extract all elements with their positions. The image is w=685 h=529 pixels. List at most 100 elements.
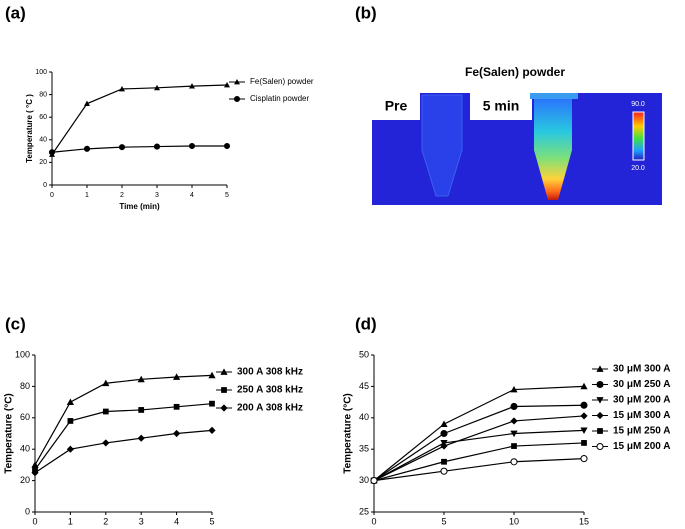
marker [597,428,603,434]
marker [138,407,145,413]
marker [173,403,180,410]
marker [440,420,448,427]
marker [102,379,110,387]
x-tick-label: 5 [441,516,446,526]
marker [67,418,74,424]
x-tick-label: 0 [50,192,54,199]
series-line [51,145,227,153]
marker [233,95,241,103]
marker [596,365,604,372]
marker [220,368,228,375]
marker [510,385,518,393]
marker [581,440,587,446]
panel-letter: (b) [355,3,377,22]
legend-label: Fe(Salen) powder [250,77,314,86]
y-tick-label: 0 [43,182,47,189]
marker [510,430,518,438]
x-tick-label: 2 [103,516,108,526]
y-tick-label: 45 [359,381,369,391]
x-tick-label: 10 [509,516,519,526]
marker [596,442,604,451]
marker [370,477,378,485]
marker [173,429,181,438]
x-tick-label: 15 [579,516,589,526]
panel-letter: (a) [5,3,26,22]
series-line [373,404,585,482]
y-axis-label: Temperature (°C) [4,393,15,474]
marker [510,458,518,466]
y-tick-label: 40 [39,137,47,144]
marker [208,371,216,379]
marker [580,382,588,390]
marker [153,143,161,150]
marker [440,442,448,450]
panel-letter: (d) [355,314,377,333]
legend-label: 200 A 308 kHz [237,403,303,414]
y-axis-label: Temperature (°C) [343,393,354,474]
y-tick-label: 50 [359,349,369,359]
x-tick-label: 4 [190,192,194,199]
series-line [34,403,213,470]
x-tick-label: 4 [174,516,179,526]
y-tick-label: 40 [20,444,30,454]
series-line [373,442,585,482]
x-tick-label: 0 [32,516,37,526]
marker [48,149,56,156]
marker [66,445,74,453]
marker [84,100,90,107]
marker [137,434,145,442]
legend-label: 250 A 308 kHz [237,385,303,396]
x-tick-label: 3 [139,516,144,526]
series-line [51,84,228,155]
marker [209,400,215,407]
y-tick-label: 60 [20,412,30,422]
y-axis-label: Temperature ( °C ) [25,94,34,163]
marker [118,144,126,151]
legend-label: 30 μM 300 A [613,364,670,375]
marker [66,398,74,405]
marker [208,426,216,434]
x-tick-label: 2 [120,192,124,199]
x-tick-label: 1 [68,516,73,526]
marker [102,408,109,415]
marker [580,427,588,434]
marker [580,455,588,463]
series-line [373,415,585,482]
y-tick-label: 60 [39,114,47,121]
legend-label: 15 μM 300 A [613,410,670,421]
y-tick-label: 20 [20,475,30,485]
panel-label: Pre [385,98,408,114]
y-tick-label: 20 [39,159,47,166]
image-title: Fe(Salen) powder [465,65,565,79]
marker [596,380,604,389]
legend-label: 300 A 308 kHz [237,367,303,378]
marker [221,387,227,393]
x-axis-label: Time (min) [119,202,160,211]
x-tick-label: 3 [155,192,159,199]
marker [510,402,518,411]
x-tick-label: 5 [209,516,214,526]
legend-label: 30 μM 200 A [613,395,670,406]
label-box [372,93,420,120]
marker [440,429,448,438]
marker [137,375,145,383]
panel-label: 5 min [483,98,520,114]
x-tick-label: 5 [225,192,229,199]
marker [511,443,517,449]
marker [102,439,110,447]
marker [234,79,240,85]
series-line [373,458,585,482]
colorbar [632,111,645,161]
marker [188,142,196,150]
series-line [373,429,585,482]
marker [510,417,518,425]
series-line [34,429,213,474]
marker [596,411,604,420]
label-box [470,93,532,120]
tube [421,94,463,197]
marker [189,83,195,89]
marker [596,397,604,404]
marker [580,412,588,420]
marker [119,85,125,92]
y-tick-label: 25 [359,506,369,516]
